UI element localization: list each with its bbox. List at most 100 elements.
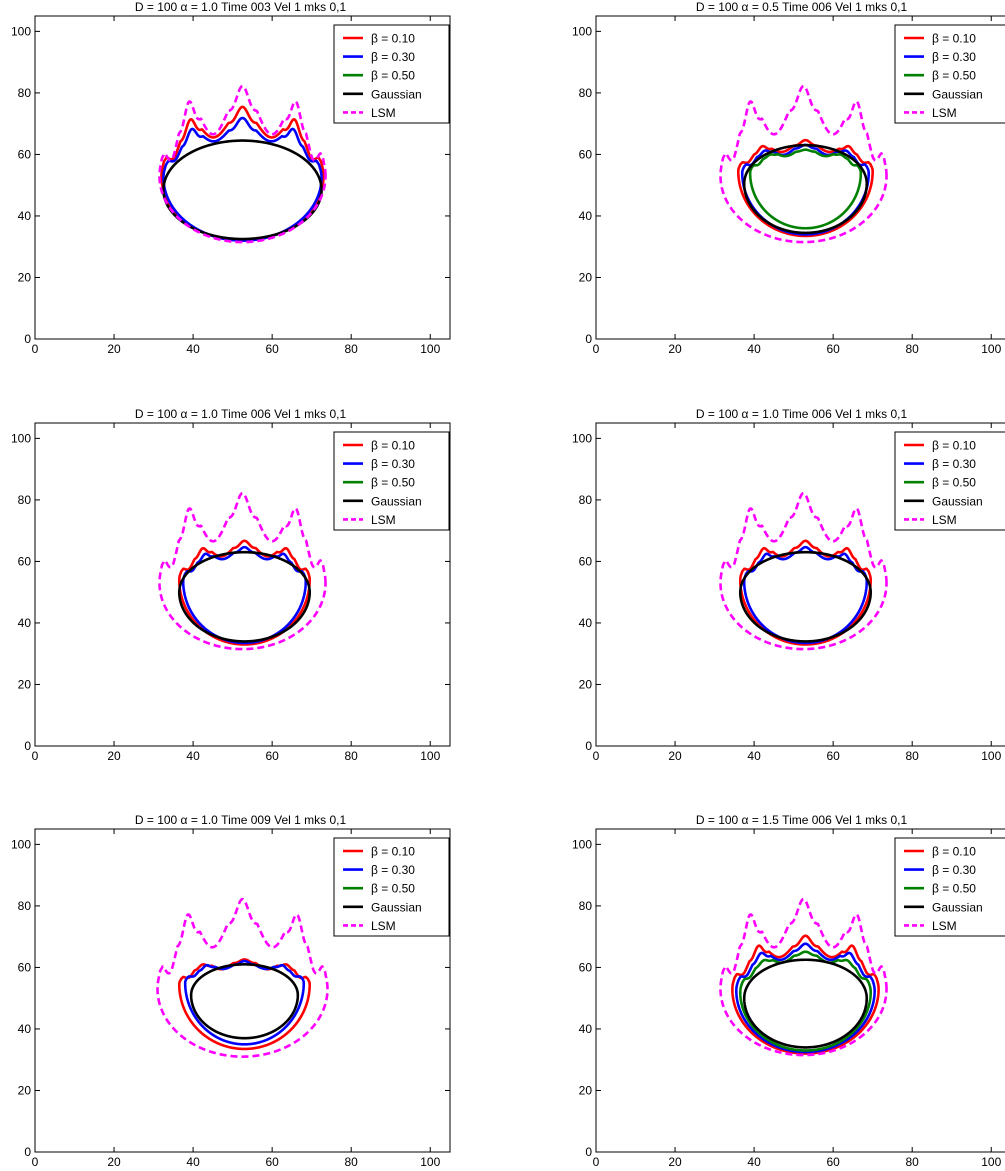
legend-label: β = 0.30 bbox=[371, 863, 415, 877]
y-tick-label: 80 bbox=[579, 493, 593, 507]
chart-panel-5: 0 20 40 60 80 100 0 20 40 60 80 100 D = 100 α = 1.0 … bbox=[11, 813, 451, 1169]
legend-label: β = 0.30 bbox=[371, 50, 415, 64]
chart-title: D = 100 α = 1.0 Time 003 Vel 1 mks 0,1 bbox=[135, 0, 347, 14]
chart-panel-6: 0 20 40 60 80 100 0 20 40 60 80 100 D = 100 α = 1.5 … bbox=[572, 813, 1005, 1169]
legend-label: β = 0.10 bbox=[932, 845, 976, 859]
legend: β = 0.10 β = 0.30 β = 0.50 Gaussian LSM bbox=[333, 24, 450, 124]
y-tick-label: 60 bbox=[579, 147, 593, 161]
x-tick-label: 0 bbox=[593, 342, 600, 356]
x-tick-label: 20 bbox=[107, 749, 121, 763]
axes-frame bbox=[34, 828, 451, 1153]
x-tick-label: 100 bbox=[420, 749, 440, 763]
x-tick-label: 60 bbox=[826, 342, 840, 356]
x-tick-label: 0 bbox=[32, 342, 39, 356]
x-tick-label: 100 bbox=[981, 342, 1001, 356]
x-tick-label: 0 bbox=[32, 1155, 39, 1169]
legend-label: Gaussian bbox=[932, 87, 983, 101]
series-line-lsm bbox=[719, 491, 888, 651]
y-tick-label: 40 bbox=[579, 616, 593, 630]
y-tick-label: 100 bbox=[11, 837, 31, 851]
series-line-b030 bbox=[735, 942, 876, 1054]
y-tick-label: 100 bbox=[11, 431, 31, 445]
series-line-lsm bbox=[158, 84, 327, 244]
legend: β = 0.10 β = 0.30 β = 0.50 Gaussian LSM bbox=[894, 837, 1005, 937]
legend-box bbox=[894, 431, 1005, 531]
legend-label: Gaussian bbox=[371, 494, 422, 508]
series-line-gaussian bbox=[738, 550, 872, 643]
axes-frame bbox=[34, 15, 451, 340]
series-line-b050 bbox=[738, 950, 872, 1052]
x-tick-label: 80 bbox=[345, 749, 359, 763]
axes-frame bbox=[595, 422, 1005, 747]
y-tick-label: 60 bbox=[579, 554, 593, 568]
plot-area bbox=[158, 84, 327, 244]
axes-frame bbox=[34, 422, 451, 747]
series-line-b030 bbox=[183, 959, 306, 1046]
x-tick-label: 60 bbox=[265, 342, 279, 356]
y-tick-label: 60 bbox=[18, 960, 32, 974]
legend-label: Gaussian bbox=[932, 494, 983, 508]
x-tick-label: 40 bbox=[747, 1155, 761, 1169]
legend-label: LSM bbox=[371, 106, 396, 120]
x-tick-label: 40 bbox=[186, 749, 200, 763]
series-line-lsm bbox=[719, 84, 888, 244]
legend-label: β = 0.10 bbox=[371, 845, 415, 859]
x-tick-label: 60 bbox=[265, 749, 279, 763]
y-tick-label: 0 bbox=[585, 739, 592, 753]
y-tick-label: 20 bbox=[18, 1083, 32, 1097]
series-line-gaussian bbox=[742, 143, 869, 235]
series-line-lsm bbox=[158, 491, 327, 651]
y-tick-label: 20 bbox=[579, 270, 593, 284]
x-tick-label: 40 bbox=[747, 342, 761, 356]
legend-label: β = 0.30 bbox=[932, 863, 976, 877]
x-tick-label: 100 bbox=[981, 749, 1001, 763]
x-tick-label: 0 bbox=[593, 749, 600, 763]
y-tick-label: 0 bbox=[24, 332, 31, 346]
chart-panel-3: 0 20 40 60 80 100 0 20 40 60 80 100 D = 100 α = 1.0 … bbox=[11, 407, 451, 763]
series-line-lsm bbox=[719, 897, 888, 1057]
y-tick-label: 20 bbox=[18, 270, 32, 284]
legend-label: Gaussian bbox=[932, 900, 983, 914]
x-tick-label: 100 bbox=[420, 342, 440, 356]
legend-label: β = 0.50 bbox=[371, 69, 415, 83]
series-line-gaussian bbox=[177, 550, 311, 643]
y-tick-label: 80 bbox=[18, 899, 32, 913]
x-tick-label: 100 bbox=[981, 1155, 1001, 1169]
y-tick-label: 40 bbox=[18, 616, 32, 630]
x-tick-label: 80 bbox=[345, 342, 359, 356]
y-tick-label: 80 bbox=[18, 86, 32, 100]
chart-title: D = 100 α = 1.0 Time 009 Vel 1 mks 0,1 bbox=[135, 813, 347, 827]
legend-label: LSM bbox=[932, 513, 957, 527]
x-tick-label: 0 bbox=[593, 1155, 600, 1169]
y-tick-label: 60 bbox=[579, 960, 593, 974]
legend: β = 0.10 β = 0.30 β = 0.50 Gaussian LSM bbox=[894, 24, 1005, 124]
y-tick-label: 100 bbox=[572, 837, 592, 851]
legend-label: LSM bbox=[932, 919, 957, 933]
plot-area bbox=[719, 897, 888, 1057]
legend: β = 0.10 β = 0.30 β = 0.50 Gaussian LSM bbox=[333, 431, 450, 531]
x-tick-label: 40 bbox=[747, 749, 761, 763]
axes-frame bbox=[595, 15, 1005, 340]
plot-area bbox=[156, 897, 329, 1058]
series-line-gaussian bbox=[189, 963, 300, 1040]
series-line-b010 bbox=[731, 934, 880, 1055]
plot-area bbox=[719, 84, 888, 244]
chart-title: D = 100 α = 0.5 Time 006 Vel 1 mks 0,1 bbox=[696, 0, 908, 14]
legend-label: β = 0.50 bbox=[371, 882, 415, 896]
y-tick-label: 20 bbox=[18, 677, 32, 691]
legend-label: β = 0.30 bbox=[932, 50, 976, 64]
x-tick-label: 20 bbox=[107, 1155, 121, 1169]
legend-label: LSM bbox=[932, 106, 957, 120]
y-tick-label: 0 bbox=[24, 1145, 31, 1159]
x-tick-label: 20 bbox=[668, 749, 682, 763]
x-tick-label: 20 bbox=[668, 342, 682, 356]
plot-area bbox=[719, 491, 888, 651]
x-tick-label: 20 bbox=[668, 1155, 682, 1169]
y-tick-label: 80 bbox=[579, 86, 593, 100]
x-tick-label: 40 bbox=[186, 342, 200, 356]
chart-title: D = 100 α = 1.5 Time 006 Vel 1 mks 0,1 bbox=[696, 813, 908, 827]
y-tick-label: 40 bbox=[579, 1022, 593, 1036]
y-tick-label: 60 bbox=[18, 554, 32, 568]
x-tick-label: 60 bbox=[826, 1155, 840, 1169]
x-tick-label: 0 bbox=[32, 749, 39, 763]
